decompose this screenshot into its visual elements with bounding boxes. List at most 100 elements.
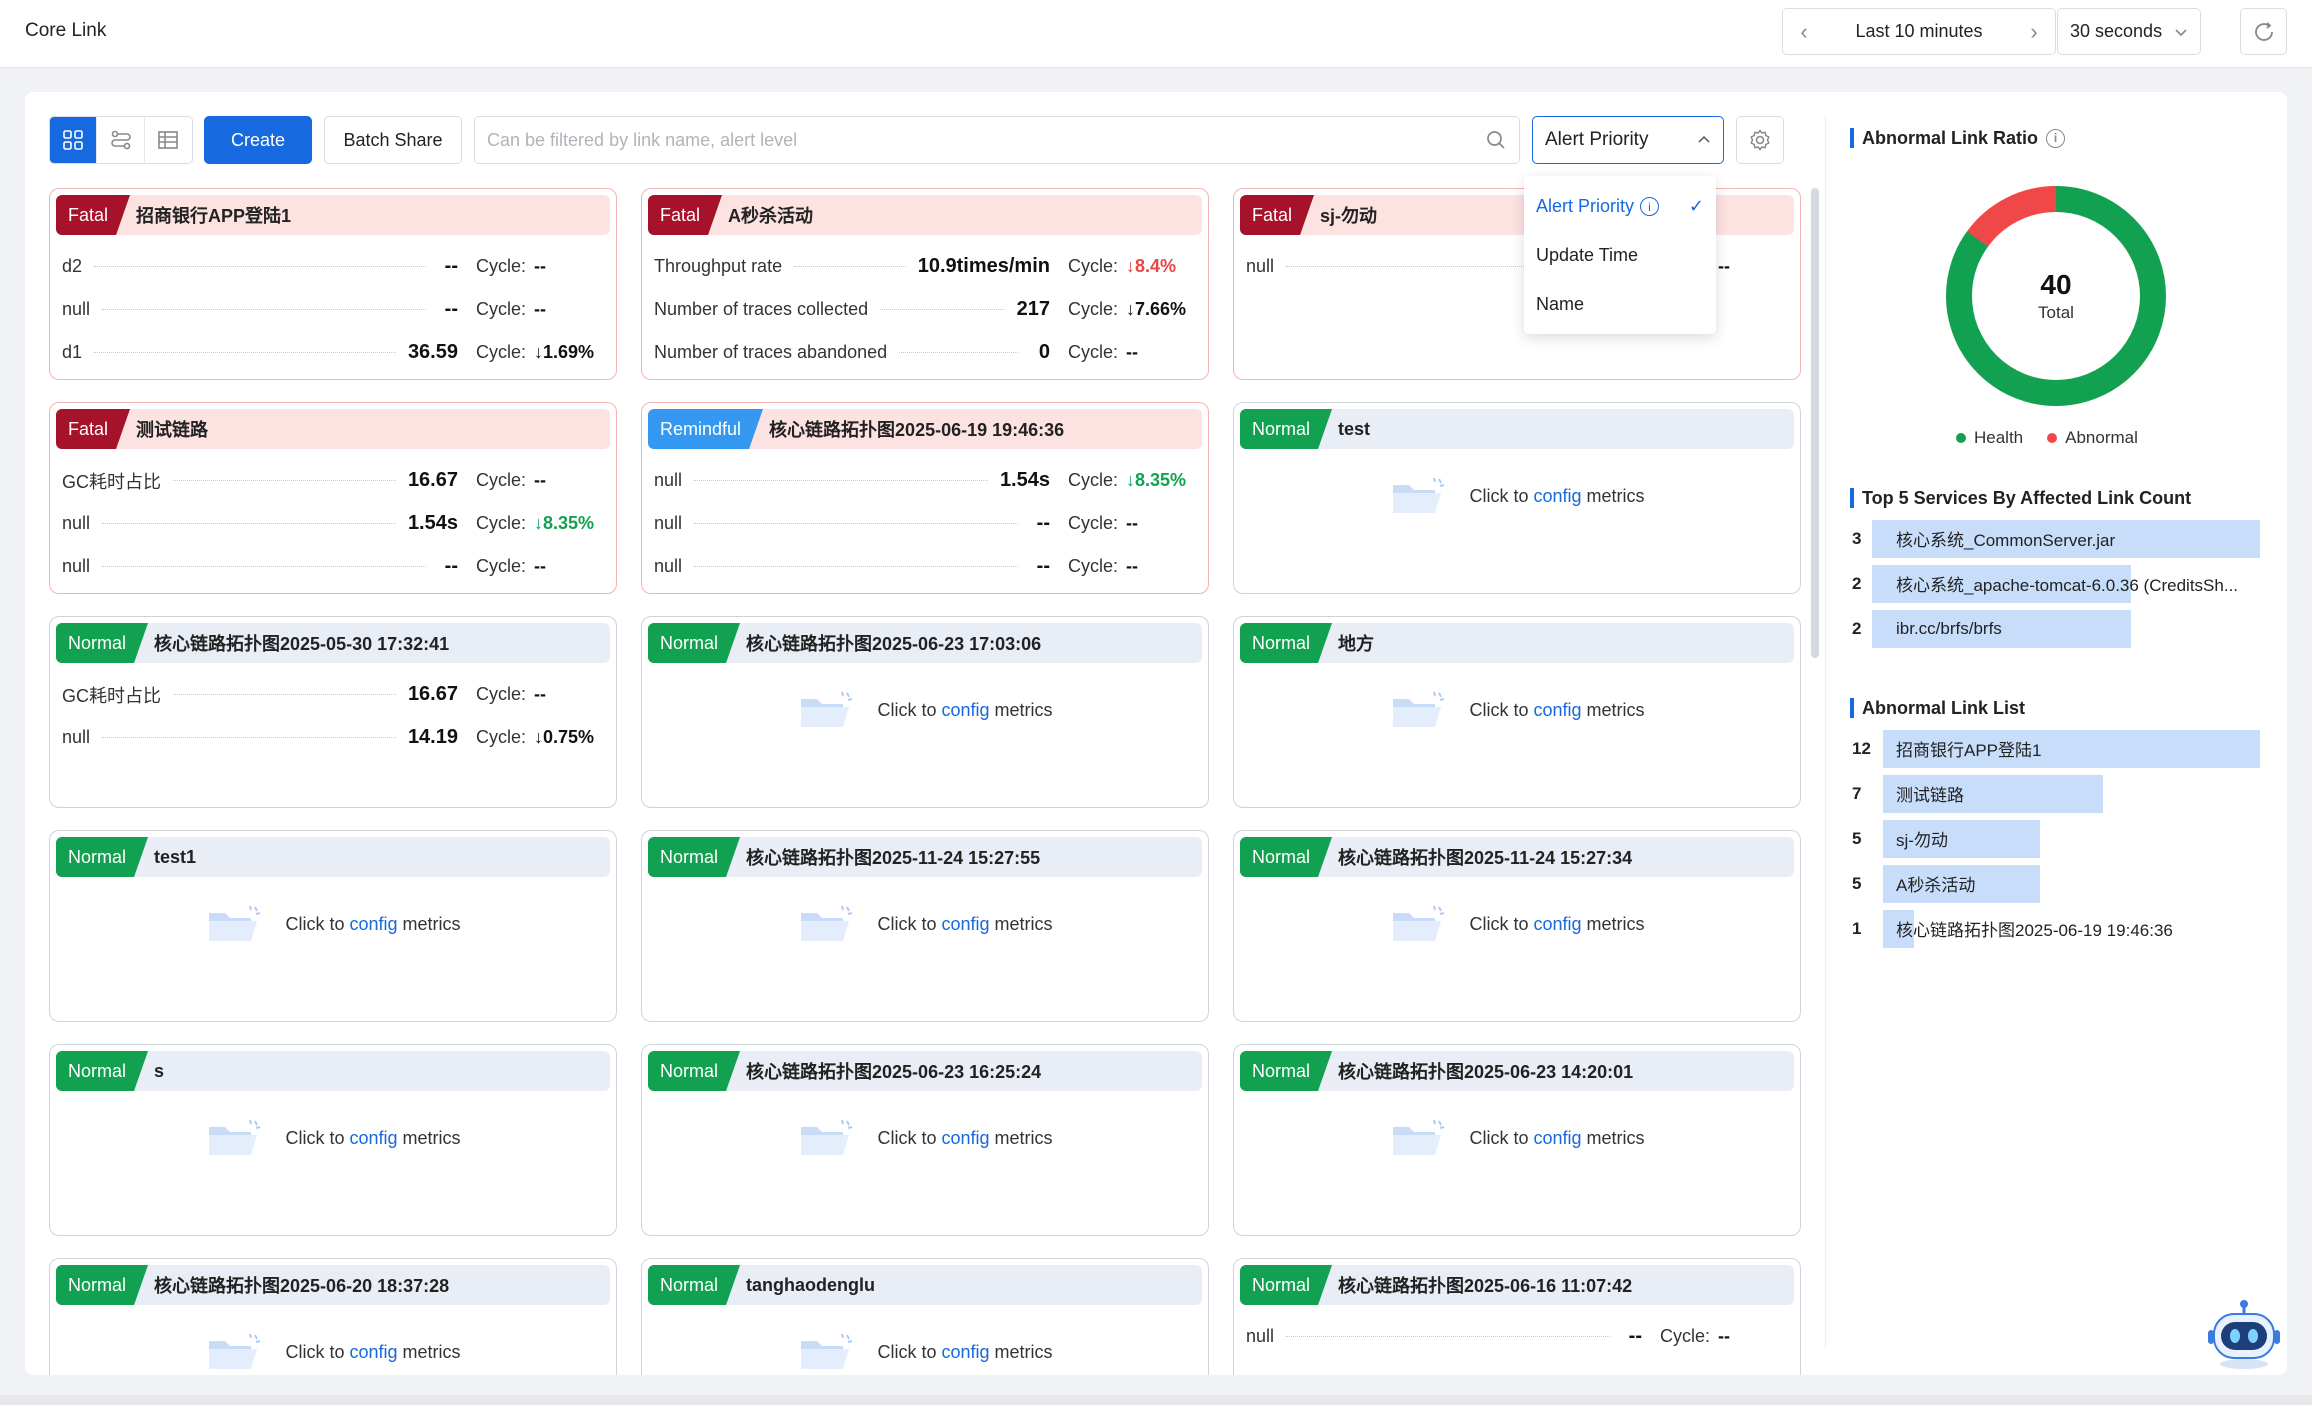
link-card[interactable]: Remindful 核心链路拓扑图2025-06-19 19:46:36 null 1… [641, 402, 1209, 594]
settings-button[interactable] [1736, 116, 1784, 164]
config-link[interactable]: config [349, 913, 398, 934]
sort-option[interactable]: Name [1524, 280, 1716, 329]
search-input[interactable] [487, 129, 1485, 151]
cycle-value: -- [1126, 513, 1138, 534]
grid-scrollbar[interactable] [1811, 188, 1819, 658]
refresh-button[interactable] [2240, 8, 2287, 55]
cycle-value: ↓8.35% [534, 513, 594, 534]
sort-select[interactable]: Alert Priority [1532, 116, 1724, 164]
time-range-picker[interactable]: ‹ Last 10 minutes › [1782, 8, 2056, 55]
card-title[interactable]: 地方 [1338, 634, 1375, 654]
link-card[interactable]: Normal test Click to config metrics [1233, 402, 1801, 594]
config-link[interactable]: config [941, 913, 990, 934]
card-header: Remindful 核心链路拓扑图2025-06-19 19:46:36 [648, 409, 1202, 449]
sort-option[interactable]: Update Time [1524, 231, 1716, 280]
link-card[interactable]: Normal 核心链路拓扑图2025-06-20 18:37:28 Click to… [49, 1258, 617, 1375]
link-card[interactable]: Normal 核心链路拓扑图2025-05-30 17:32:41 GC耗时占比 16… [49, 616, 617, 808]
batch-share-button[interactable]: Batch Share [324, 116, 462, 164]
alert-level-badge: Normal [56, 837, 148, 877]
table-view-button[interactable] [145, 117, 192, 163]
refresh-interval-select[interactable]: 30 seconds [2057, 8, 2201, 55]
card-title[interactable]: test [1338, 418, 1371, 439]
ranking-row[interactable]: 5 sj-勿动 [1850, 816, 2270, 861]
sort-option[interactable]: Alert Priority i ✓ [1524, 182, 1716, 231]
ranking-count: 7 [1852, 783, 1862, 803]
ranking-row[interactable]: 12 招商银行APP登陆1 [1850, 726, 2270, 771]
link-card[interactable]: Fatal 招商银行APP登陆1 d2 -- Cycle: -- null -- Cycle: -… [49, 188, 617, 380]
config-link[interactable]: config [941, 1127, 990, 1148]
metric-row: Number of traces abandoned 0 Cycle: -- [654, 331, 1196, 374]
card-title[interactable]: 核心链路拓扑图2025-06-20 18:37:28 [154, 1276, 450, 1296]
time-range-label[interactable]: Last 10 minutes [1855, 21, 1983, 41]
link-card[interactable]: Normal 核心链路拓扑图2025-06-23 17:03:06 Click to… [641, 616, 1209, 808]
prev-range-icon[interactable]: ‹ [1800, 18, 1808, 44]
assistant-robot-icon[interactable] [2206, 1296, 2282, 1372]
config-link[interactable]: config [1533, 699, 1582, 720]
card-title[interactable]: 核心链路拓扑图2025-06-23 14:20:01 [1338, 1062, 1634, 1082]
bottom-scrollbar[interactable] [0, 1395, 2312, 1405]
ranking-row[interactable]: 7 测试链路 [1850, 771, 2270, 816]
card-title[interactable]: sj-勿动 [1320, 206, 1378, 226]
legend-health[interactable]: Health [1956, 428, 2023, 448]
info-icon[interactable]: i [2046, 128, 2066, 148]
config-link[interactable]: config [1533, 485, 1582, 506]
config-link[interactable]: config [349, 1127, 398, 1148]
link-card[interactable]: Normal 核心链路拓扑图2025-11-24 15:27:55 Click to… [641, 830, 1209, 1022]
create-button[interactable]: Create [204, 116, 312, 164]
link-card[interactable]: Normal 核心链路拓扑图2025-06-16 11:07:42 null -- Cy… [1233, 1258, 1801, 1375]
top-services-title: Top 5 Services By Affected Link Count [1850, 488, 2191, 508]
config-link[interactable]: config [349, 1341, 398, 1362]
next-range-icon[interactable]: › [2030, 18, 2038, 44]
link-card[interactable]: Normal 核心链路拓扑图2025-11-24 15:27:34 Click to… [1233, 830, 1801, 1022]
card-title[interactable]: 招商银行APP登陆1 [136, 206, 292, 226]
gear-icon [1750, 129, 1770, 151]
cycle-percent: 8.35% [1135, 470, 1187, 490]
card-title[interactable]: 核心链路拓扑图2025-06-19 19:46:36 [769, 420, 1065, 440]
config-link[interactable]: config [941, 1341, 990, 1362]
config-link[interactable]: config [941, 699, 990, 720]
topology-view-button[interactable] [97, 117, 145, 163]
link-card[interactable]: Normal 核心链路拓扑图2025-06-23 16:25:24 Click to… [641, 1044, 1209, 1236]
ranking-count: 2 [1852, 573, 1862, 593]
cycle-label: Cycle: [1068, 342, 1119, 362]
config-link[interactable]: config [1533, 1127, 1582, 1148]
card-title[interactable]: A秒杀活动 [728, 206, 814, 226]
cycle-percent: -- [1126, 513, 1139, 533]
donut-total-value: 40 [2040, 269, 2071, 300]
link-card[interactable]: Fatal 测试链路 GC耗时占比 16.67 Cycle: -- null 1.54s Cyc… [49, 402, 617, 594]
link-card[interactable]: Fatal A秒杀活动 Throughput rate 10.9times/min Cy… [641, 188, 1209, 380]
config-prefix: Click to [285, 1341, 345, 1362]
ranking-row[interactable]: 3 核心系统_CommonServer.jar [1850, 516, 2270, 561]
ranking-row[interactable]: 2 核心系统_apache-tomcat-6.0.36 (CreditsSh... [1850, 561, 2270, 606]
metric-row: null -- Cycle: -- [654, 502, 1196, 545]
card-title[interactable]: tanghaodenglu [746, 1274, 876, 1295]
card-title[interactable]: 核心链路拓扑图2025-06-23 17:03:06 [746, 634, 1042, 654]
card-title[interactable]: 核心链路拓扑图2025-05-30 17:32:41 [154, 634, 450, 654]
card-header: Fatal A秒杀活动 [648, 195, 1202, 235]
config-link[interactable]: config [1533, 913, 1582, 934]
card-title[interactable]: 核心链路拓扑图2025-06-23 16:25:24 [746, 1062, 1042, 1082]
cycle-label: Cycle: [1068, 470, 1119, 490]
card-title[interactable]: 核心链路拓扑图2025-11-24 15:27:34 [1338, 848, 1633, 868]
card-title[interactable]: s [154, 1060, 165, 1081]
card-view-button[interactable] [50, 117, 98, 163]
link-card[interactable]: Normal 地方 Click to config metrics [1233, 616, 1801, 808]
ranking-row[interactable]: 1 核心链路拓扑图2025-06-19 19:46:36 [1850, 906, 2270, 951]
link-card[interactable]: Normal tanghaodenglu Click to config metri… [641, 1258, 1209, 1375]
alert-level-badge: Fatal [56, 409, 130, 449]
alert-level-badge: Normal [1240, 837, 1332, 877]
link-card[interactable]: Normal s Click to config metrics [49, 1044, 617, 1236]
card-title[interactable]: 核心链路拓扑图2025-11-24 15:27:55 [746, 848, 1041, 868]
ranking-row[interactable]: 2 ibr.cc/brfs/brfs [1850, 606, 2270, 651]
card-title[interactable]: 核心链路拓扑图2025-06-16 11:07:42 [1338, 1276, 1633, 1296]
ranking-row[interactable]: 5 A秒杀活动 [1850, 861, 2270, 906]
legend-abnormal[interactable]: Abnormal [2047, 428, 2138, 448]
search-icon[interactable] [1485, 129, 1507, 151]
cycle-label: Cycle: [476, 556, 527, 576]
config-prefix: Click to [1469, 913, 1529, 934]
link-card[interactable]: Normal test1 Click to config metrics [49, 830, 617, 1022]
card-title[interactable]: test1 [154, 846, 197, 867]
link-card[interactable]: Normal 核心链路拓扑图2025-06-23 14:20:01 Click to… [1233, 1044, 1801, 1236]
card-title[interactable]: 测试链路 [136, 420, 209, 440]
ranking-count: 2 [1852, 618, 1862, 638]
